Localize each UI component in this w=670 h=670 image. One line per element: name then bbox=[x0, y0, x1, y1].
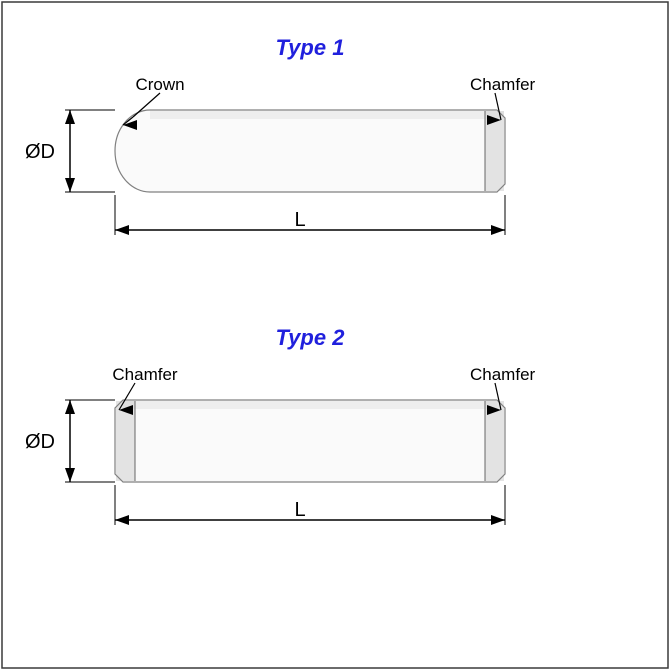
length-label-1: L bbox=[294, 209, 305, 231]
type1-title: Type 1 bbox=[276, 35, 345, 60]
crown-label: Crown bbox=[135, 75, 184, 94]
length-label-2: L bbox=[294, 499, 305, 521]
diameter-label-1: ØD bbox=[25, 141, 55, 163]
type2-title: Type 2 bbox=[276, 325, 346, 350]
chamfer-label-1: Chamfer bbox=[470, 75, 536, 94]
chamfer-label-2-left: Chamfer bbox=[112, 365, 178, 384]
diameter-label-2: ØD bbox=[25, 431, 55, 453]
chamfer-label-2-right: Chamfer bbox=[470, 365, 536, 384]
